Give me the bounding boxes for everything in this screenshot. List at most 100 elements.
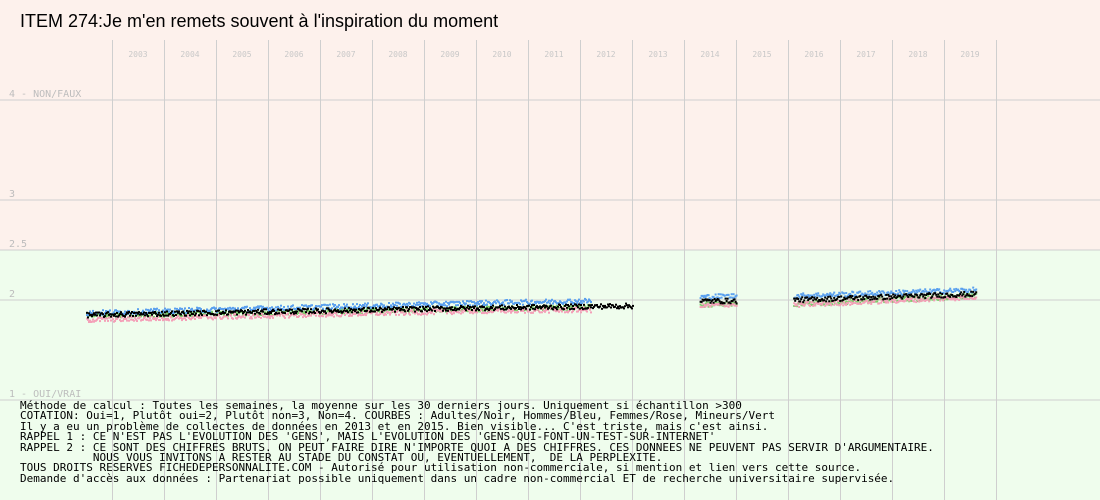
data-point [816,294,819,297]
data-point [918,290,921,293]
data-point [860,293,863,296]
data-point [894,294,897,297]
data-point [794,304,797,307]
data-point [588,298,590,301]
data-point [914,298,917,301]
data-point [906,290,909,293]
data-point [868,301,871,304]
data-point [96,314,98,317]
year-label: 2008 [388,50,407,59]
year-label: 2006 [284,50,303,59]
data-point [89,319,91,322]
data-point [733,298,736,301]
data-point [707,294,710,297]
data-point [483,302,485,305]
data-point [936,288,939,290]
data-point [485,299,487,302]
data-point [313,313,315,316]
data-point [124,310,126,313]
data-point [811,301,814,304]
data-point [242,312,244,315]
data-point [934,292,937,295]
data-point [793,297,796,300]
data-point [814,304,817,307]
data-point [143,317,145,320]
data-point [580,304,582,306]
data-point [145,308,147,311]
data-point [813,302,816,305]
data-point [928,300,931,303]
data-point [289,308,291,311]
data-point [392,309,394,312]
data-point [161,310,163,313]
data-point [858,302,861,305]
data-point [169,308,171,311]
data-point [526,301,528,303]
data-point [630,306,632,309]
data-point [203,309,205,312]
data-point [390,304,392,307]
data-point [375,307,377,310]
data-point [343,303,345,306]
data-point [607,303,609,306]
data-point [88,321,90,323]
data-point [462,300,464,303]
data-point [718,303,721,306]
data-point [703,294,706,297]
data-point [953,288,956,291]
data-point [907,296,910,298]
data-point [439,307,441,310]
data-point [159,319,161,321]
data-point [575,306,577,309]
data-point [270,312,272,314]
data-point [452,310,454,313]
data-point [916,294,919,297]
data-point [232,317,234,320]
data-point [717,298,720,301]
data-point [802,292,805,295]
data-point [415,306,417,309]
data-point [395,307,397,310]
data-point [447,309,449,312]
data-point [619,305,621,308]
data-point [167,317,169,320]
data-point [475,309,477,312]
data-point [907,298,910,301]
data-point [213,315,215,318]
data-point [964,295,967,298]
data-point [404,303,406,306]
data-point [343,312,345,315]
data-point [924,288,927,291]
data-point [579,309,581,311]
data-point [913,300,916,303]
data-point [162,313,164,316]
data-point [840,302,843,305]
data-point [406,307,408,310]
data-point [893,295,896,298]
y-tick-label: 3 [9,189,15,200]
data-point [399,309,401,312]
data-point [341,313,343,316]
data-point [843,296,846,299]
data-point [328,312,330,315]
note-line: Il y a eu un problème de collectes de do… [20,419,769,433]
data-point [900,296,903,299]
data-point [528,304,530,307]
data-point [497,309,499,312]
data-point [419,306,421,308]
data-point [169,313,171,315]
data-point [389,313,391,316]
data-point [352,303,354,306]
data-point [548,311,550,314]
data-point [968,298,971,301]
data-point [170,316,172,319]
data-point [525,307,527,310]
data-point [832,293,835,296]
data-point [255,316,257,319]
data-point [577,306,579,309]
data-point [142,318,144,321]
data-point [320,305,322,308]
data-point [624,305,626,308]
data-point [921,298,924,301]
data-point [112,318,114,321]
